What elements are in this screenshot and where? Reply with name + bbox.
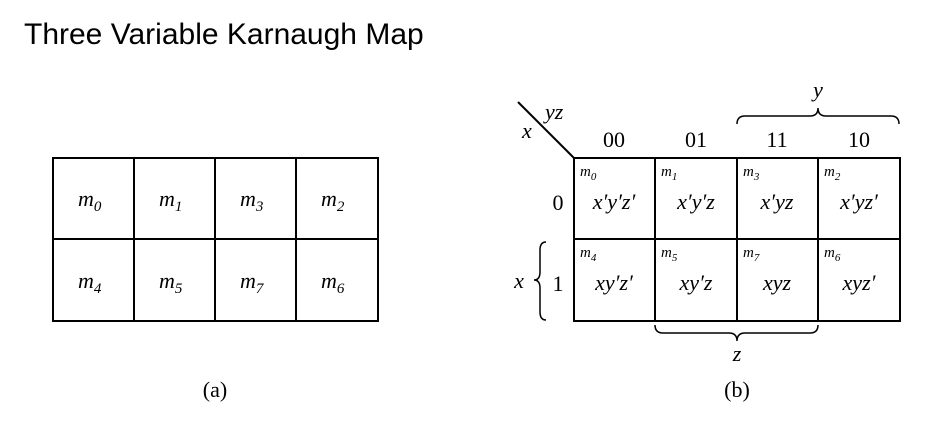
- map-b-col-header: 01: [685, 127, 707, 152]
- map-b: yz x y 00 01 11 10 0 1 x m0 x′y′z′ m1 x′…: [513, 77, 901, 402]
- map-a-cell: m4: [78, 268, 102, 297]
- map-a-cell: m7: [240, 268, 265, 297]
- map-b-cell-term: xy′z′: [594, 270, 634, 295]
- map-b-minterm-label: m1: [661, 164, 677, 183]
- map-b-minterm-label: m4: [580, 245, 597, 264]
- map-b-cell-term: x′yz′: [839, 189, 879, 214]
- map-a-caption: (a): [203, 377, 227, 402]
- map-b-z-label: z: [732, 341, 742, 366]
- map-b-x-label: x: [513, 268, 524, 293]
- map-b-minterm-label: m2: [824, 164, 841, 183]
- map-b-caption: (b): [724, 377, 750, 402]
- map-b-y-label: y: [811, 77, 823, 102]
- map-b-col-header: 10: [848, 127, 870, 152]
- map-a-cell: m5: [159, 268, 183, 297]
- map-a-cell: m1: [159, 186, 182, 215]
- map-b-z-brace: [654, 324, 819, 342]
- map-b-row-header: 1: [553, 271, 564, 296]
- map-b-x-brace: [533, 241, 547, 321]
- map-a-cell: m2: [321, 186, 345, 215]
- map-b-col-var: yz: [543, 99, 564, 124]
- map-b-cell-term: xyz′: [842, 270, 877, 295]
- map-b-col-header: 00: [603, 127, 625, 152]
- map-b-row-var: x: [521, 118, 532, 143]
- map-b-cell-term: xyz: [762, 270, 792, 295]
- map-a-cell: m3: [240, 186, 263, 215]
- map-a-cell: m0: [78, 186, 102, 215]
- map-a: m0 m1 m3 m2 m4 m5 m7 m6 (a): [52, 157, 379, 402]
- map-b-col-header: 11: [766, 127, 787, 152]
- map-b-minterm-label: m3: [743, 164, 760, 183]
- map-b-corner-diagonal: [517, 101, 575, 159]
- page-title: Three Variable Karnaugh Map: [24, 18, 424, 51]
- map-b-cell-term: x′y′z′: [592, 189, 637, 214]
- map-b-cell-term: xy′z: [679, 270, 713, 295]
- map-b-minterm-label: m6: [824, 245, 841, 264]
- map-b-row-header: 0: [553, 190, 564, 215]
- map-b-minterm-label: m7: [743, 245, 760, 264]
- map-b-cell-term: x′yz: [760, 189, 794, 214]
- map-b-minterm-label: m0: [580, 164, 597, 183]
- map-b-cell-term: x′y′z: [676, 189, 715, 214]
- map-b-y-brace: [736, 107, 900, 125]
- map-a-cell: m6: [321, 268, 345, 297]
- map-b-minterm-label: m5: [661, 245, 678, 264]
